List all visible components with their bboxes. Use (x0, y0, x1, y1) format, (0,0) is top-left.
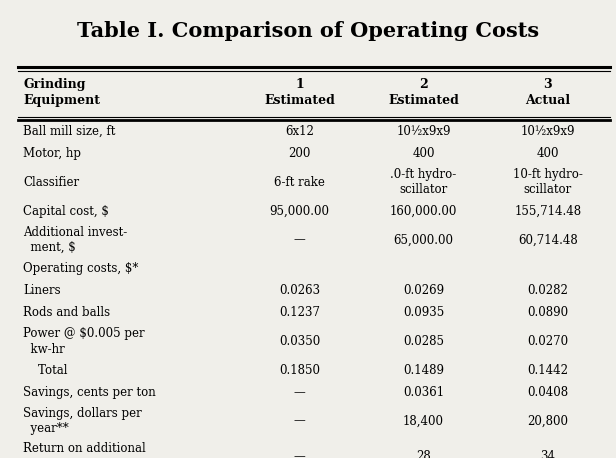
Text: —: — (293, 414, 306, 427)
Text: 2
Estimated: 2 Estimated (388, 78, 459, 107)
Text: 0.1442: 0.1442 (527, 364, 568, 376)
Text: Power @ $0.005 per
  kw-hr: Power @ $0.005 per kw-hr (23, 327, 145, 356)
Text: 60,714.48: 60,714.48 (518, 233, 578, 246)
Text: 0.0408: 0.0408 (527, 386, 569, 398)
Text: 200: 200 (288, 147, 310, 160)
Text: Classifier: Classifier (23, 176, 79, 189)
Text: Ball mill size, ft: Ball mill size, ft (23, 125, 116, 138)
Text: Operating costs, $*: Operating costs, $* (23, 262, 139, 275)
Text: 18,400: 18,400 (403, 414, 444, 427)
Text: 0.0361: 0.0361 (403, 386, 444, 398)
Text: —: — (293, 450, 306, 458)
Text: —: — (293, 386, 306, 398)
Text: 400: 400 (537, 147, 559, 160)
Text: Capital cost, $: Capital cost, $ (23, 205, 109, 218)
Text: Liners: Liners (23, 284, 61, 297)
Text: Grinding
Equipment: Grinding Equipment (23, 78, 100, 107)
Text: Savings, cents per ton: Savings, cents per ton (23, 386, 156, 398)
Text: 28: 28 (416, 450, 431, 458)
Text: 155,714.48: 155,714.48 (514, 205, 582, 218)
Text: Savings, dollars per
  year**: Savings, dollars per year** (23, 407, 142, 435)
Text: 0.0890: 0.0890 (527, 306, 569, 319)
Text: 0.0285: 0.0285 (403, 335, 444, 348)
Text: 20,800: 20,800 (527, 414, 568, 427)
Text: Rods and balls: Rods and balls (23, 306, 110, 319)
Text: 0.1850: 0.1850 (279, 364, 320, 376)
Text: 3
Actual: 3 Actual (525, 78, 570, 107)
Text: 0.0263: 0.0263 (279, 284, 320, 297)
Text: 0.0935: 0.0935 (403, 306, 444, 319)
Text: .0-ft hydro-
scillator: .0-ft hydro- scillator (391, 168, 456, 196)
Text: 6-ft rake: 6-ft rake (274, 176, 325, 189)
Text: 0.0269: 0.0269 (403, 284, 444, 297)
Text: 0.1489: 0.1489 (403, 364, 444, 376)
Text: 10½x9x9: 10½x9x9 (396, 125, 451, 138)
Text: —: — (293, 233, 306, 246)
Text: Additional invest-
  ment, $: Additional invest- ment, $ (23, 226, 128, 254)
Text: 6x12: 6x12 (285, 125, 314, 138)
Text: Table I. Comparison of Operating Costs: Table I. Comparison of Operating Costs (77, 21, 539, 41)
Text: 34: 34 (540, 450, 555, 458)
Text: 0.0350: 0.0350 (279, 335, 320, 348)
Text: 160,000.00: 160,000.00 (390, 205, 457, 218)
Text: 95,000.00: 95,000.00 (269, 205, 330, 218)
Text: 400: 400 (412, 147, 435, 160)
Text: Total: Total (23, 364, 68, 376)
Text: 0.0282: 0.0282 (527, 284, 568, 297)
Text: 10½x9x9: 10½x9x9 (521, 125, 575, 138)
Text: Return on additional
  investment, pct: Return on additional investment, pct (23, 442, 146, 458)
Text: 1
Estimated: 1 Estimated (264, 78, 335, 107)
Text: 0.1237: 0.1237 (279, 306, 320, 319)
Text: Motor, hp: Motor, hp (23, 147, 81, 160)
Text: 0.0270: 0.0270 (527, 335, 569, 348)
Text: 65,000.00: 65,000.00 (394, 233, 453, 246)
Text: 10-ft hydro-
scillator: 10-ft hydro- scillator (513, 168, 583, 196)
